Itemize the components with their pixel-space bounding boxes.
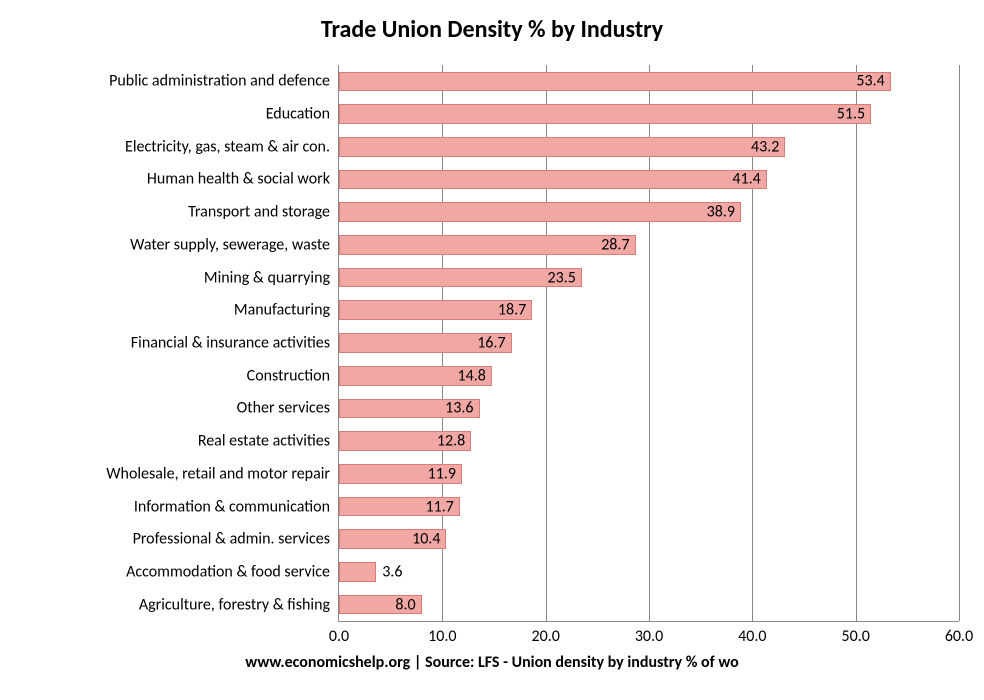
category-label: Financial & insurance activities [131, 334, 330, 353]
category-label: Agriculture, forestry & fishing [139, 595, 330, 614]
plot-area: 0.010.020.030.040.050.060.053.451.543.24… [338, 65, 959, 622]
bar-fill [339, 235, 636, 255]
category-label: Education [266, 105, 330, 124]
bar: 8.0 [339, 595, 422, 615]
category-label: Water supply, sewerage, waste [130, 235, 330, 254]
bar: 3.6 [339, 562, 376, 582]
x-gridline [856, 65, 857, 621]
bar-fill [339, 72, 891, 92]
bar-value-label: 23.5 [547, 268, 575, 287]
bar-value-label: 18.7 [498, 301, 526, 320]
bar-fill [339, 268, 582, 288]
category-label: Transport and storage [188, 203, 330, 222]
bar: 12.8 [339, 431, 471, 451]
x-tick-label: 40.0 [738, 627, 766, 646]
bar: 28.7 [339, 235, 636, 255]
category-label: Human health & social work [147, 170, 330, 189]
x-tick-label: 0.0 [329, 627, 349, 646]
bar-fill [339, 104, 871, 124]
bar-value-label: 13.6 [445, 399, 473, 418]
category-label: Accommodation & food service [126, 562, 330, 581]
bar-value-label: 12.8 [437, 432, 465, 451]
source-line: www.economicshelp.org | Source: LFS - Un… [0, 653, 984, 672]
x-tick-label: 30.0 [635, 627, 663, 646]
x-tick-label: 20.0 [531, 627, 559, 646]
category-label: Mining & quarrying [204, 268, 330, 287]
bar-value-label: 41.4 [732, 170, 760, 189]
bar: 16.7 [339, 333, 512, 353]
category-label: Electricity, gas, steam & air con. [125, 137, 330, 156]
chart-title: Trade Union Density % by Industry [0, 15, 984, 44]
bar: 18.7 [339, 300, 532, 320]
bar: 38.9 [339, 202, 741, 222]
bar: 13.6 [339, 399, 480, 419]
category-label: Information & communication [134, 497, 330, 516]
bar: 41.4 [339, 170, 767, 190]
category-label: Real estate activities [198, 432, 330, 451]
bar: 53.4 [339, 72, 891, 92]
bar: 11.7 [339, 497, 460, 517]
category-label: Other services [237, 399, 330, 418]
category-label: Manufacturing [234, 301, 330, 320]
bar-value-label: 16.7 [477, 333, 505, 352]
bar-fill [339, 202, 741, 222]
category-label: Wholesale, retail and motor repair [106, 464, 330, 483]
category-label: Professional & admin. services [133, 530, 330, 549]
bar-fill [339, 170, 767, 190]
bar-value-label: 11.9 [428, 464, 456, 483]
bar-value-label: 8.0 [395, 595, 415, 614]
bar: 11.9 [339, 464, 462, 484]
bar-value-label: 14.8 [458, 366, 486, 385]
x-tick-label: 10.0 [428, 627, 456, 646]
bar-fill [339, 562, 376, 582]
bar-fill [339, 137, 785, 157]
x-tick-label: 60.0 [945, 627, 973, 646]
x-tick-label: 50.0 [841, 627, 869, 646]
bar-value-label: 38.9 [707, 203, 735, 222]
category-label: Public administration and defence [109, 72, 330, 91]
bar: 43.2 [339, 137, 785, 157]
bar-value-label: 43.2 [751, 137, 779, 156]
bar-value-label: 51.5 [837, 105, 865, 124]
chart-container: Trade Union Density % by Industry 0.0 10.… [0, 0, 984, 700]
bar: 14.8 [339, 366, 492, 386]
bar: 51.5 [339, 104, 871, 124]
category-label: Construction [247, 366, 330, 385]
bar: 23.5 [339, 268, 582, 288]
bar: 10.4 [339, 529, 446, 549]
bar-value-label: 11.7 [426, 497, 454, 516]
bar-value-label: 53.4 [856, 72, 884, 91]
bar-value-label: 10.4 [412, 530, 440, 549]
x-gridline [959, 65, 960, 621]
bar-value-label: 28.7 [601, 235, 629, 254]
bar-value-label: 3.6 [382, 562, 402, 581]
